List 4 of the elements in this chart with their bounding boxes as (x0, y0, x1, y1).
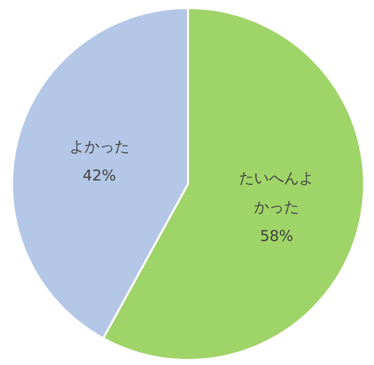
slice-label: たいへんよかった (239, 168, 314, 216)
data-label: 58% (260, 226, 294, 245)
data-label: 42% (82, 166, 116, 185)
slice-label: よかった (69, 138, 130, 156)
